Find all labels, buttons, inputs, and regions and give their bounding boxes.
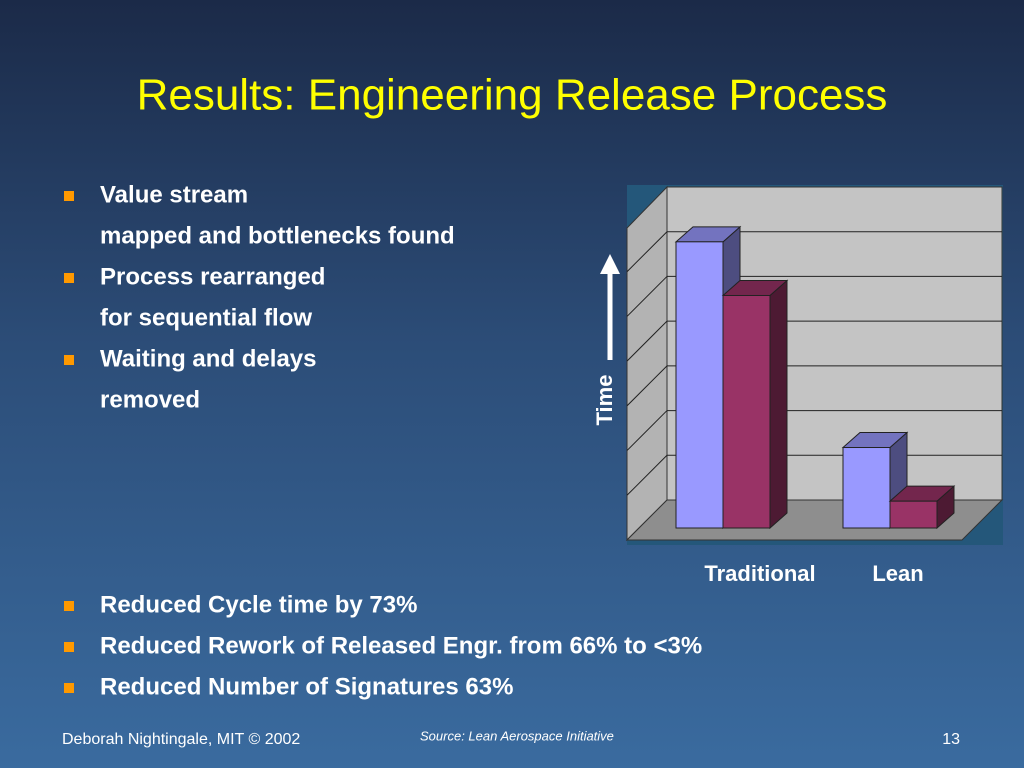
arrow-head — [600, 254, 620, 274]
bar — [721, 279, 789, 530]
bullet-text: removed — [100, 386, 200, 413]
x-tick-label: Lean — [872, 561, 923, 586]
bullet-marker — [64, 642, 74, 652]
bullet-text: Value stream — [100, 181, 248, 208]
grid-line — [626, 231, 668, 273]
bar-side — [769, 279, 788, 530]
grid-line — [626, 454, 668, 496]
result-text: Reduced Cycle time by 73% — [100, 591, 417, 618]
grid-line — [626, 365, 668, 407]
y-axis-label: Time — [592, 375, 617, 426]
side-wall — [626, 185, 668, 542]
bullet-text: for sequential flow — [100, 304, 312, 331]
bar — [888, 485, 956, 530]
x-tick-label: Traditional — [704, 561, 815, 586]
bar-front — [842, 447, 891, 529]
bullet-text: Waiting and delays — [100, 345, 316, 372]
grid-line — [626, 410, 668, 451]
bullet-text: Process rearranged — [100, 263, 325, 290]
grid-line — [626, 320, 668, 362]
bullet-marker — [64, 355, 74, 365]
bar-front — [722, 294, 771, 529]
slide-title: Results: Engineering Release Process — [137, 71, 888, 120]
bar — [841, 431, 909, 530]
bullet-list: Value stream mapped and bottlenecks found… — [64, 181, 702, 700]
page-number: 13 — [942, 731, 960, 748]
bar-front — [889, 500, 938, 529]
bullet-text: mapped and bottlenecks found — [100, 222, 455, 249]
result-text: Reduced Rework of Released Engr. from 66… — [100, 632, 702, 659]
result-text: Reduced Number of Signatures 63% — [100, 673, 513, 700]
grid-line — [626, 276, 668, 317]
bullet-marker — [64, 683, 74, 693]
bullet-marker — [64, 191, 74, 201]
bullet-marker — [64, 273, 74, 283]
footer-source: Source: Lean Aerospace Initiative — [420, 728, 614, 743]
footer-author: Deborah Nightingale, MIT © 2002 — [62, 731, 300, 748]
bullet-marker — [64, 601, 74, 611]
bar-front — [675, 241, 724, 529]
